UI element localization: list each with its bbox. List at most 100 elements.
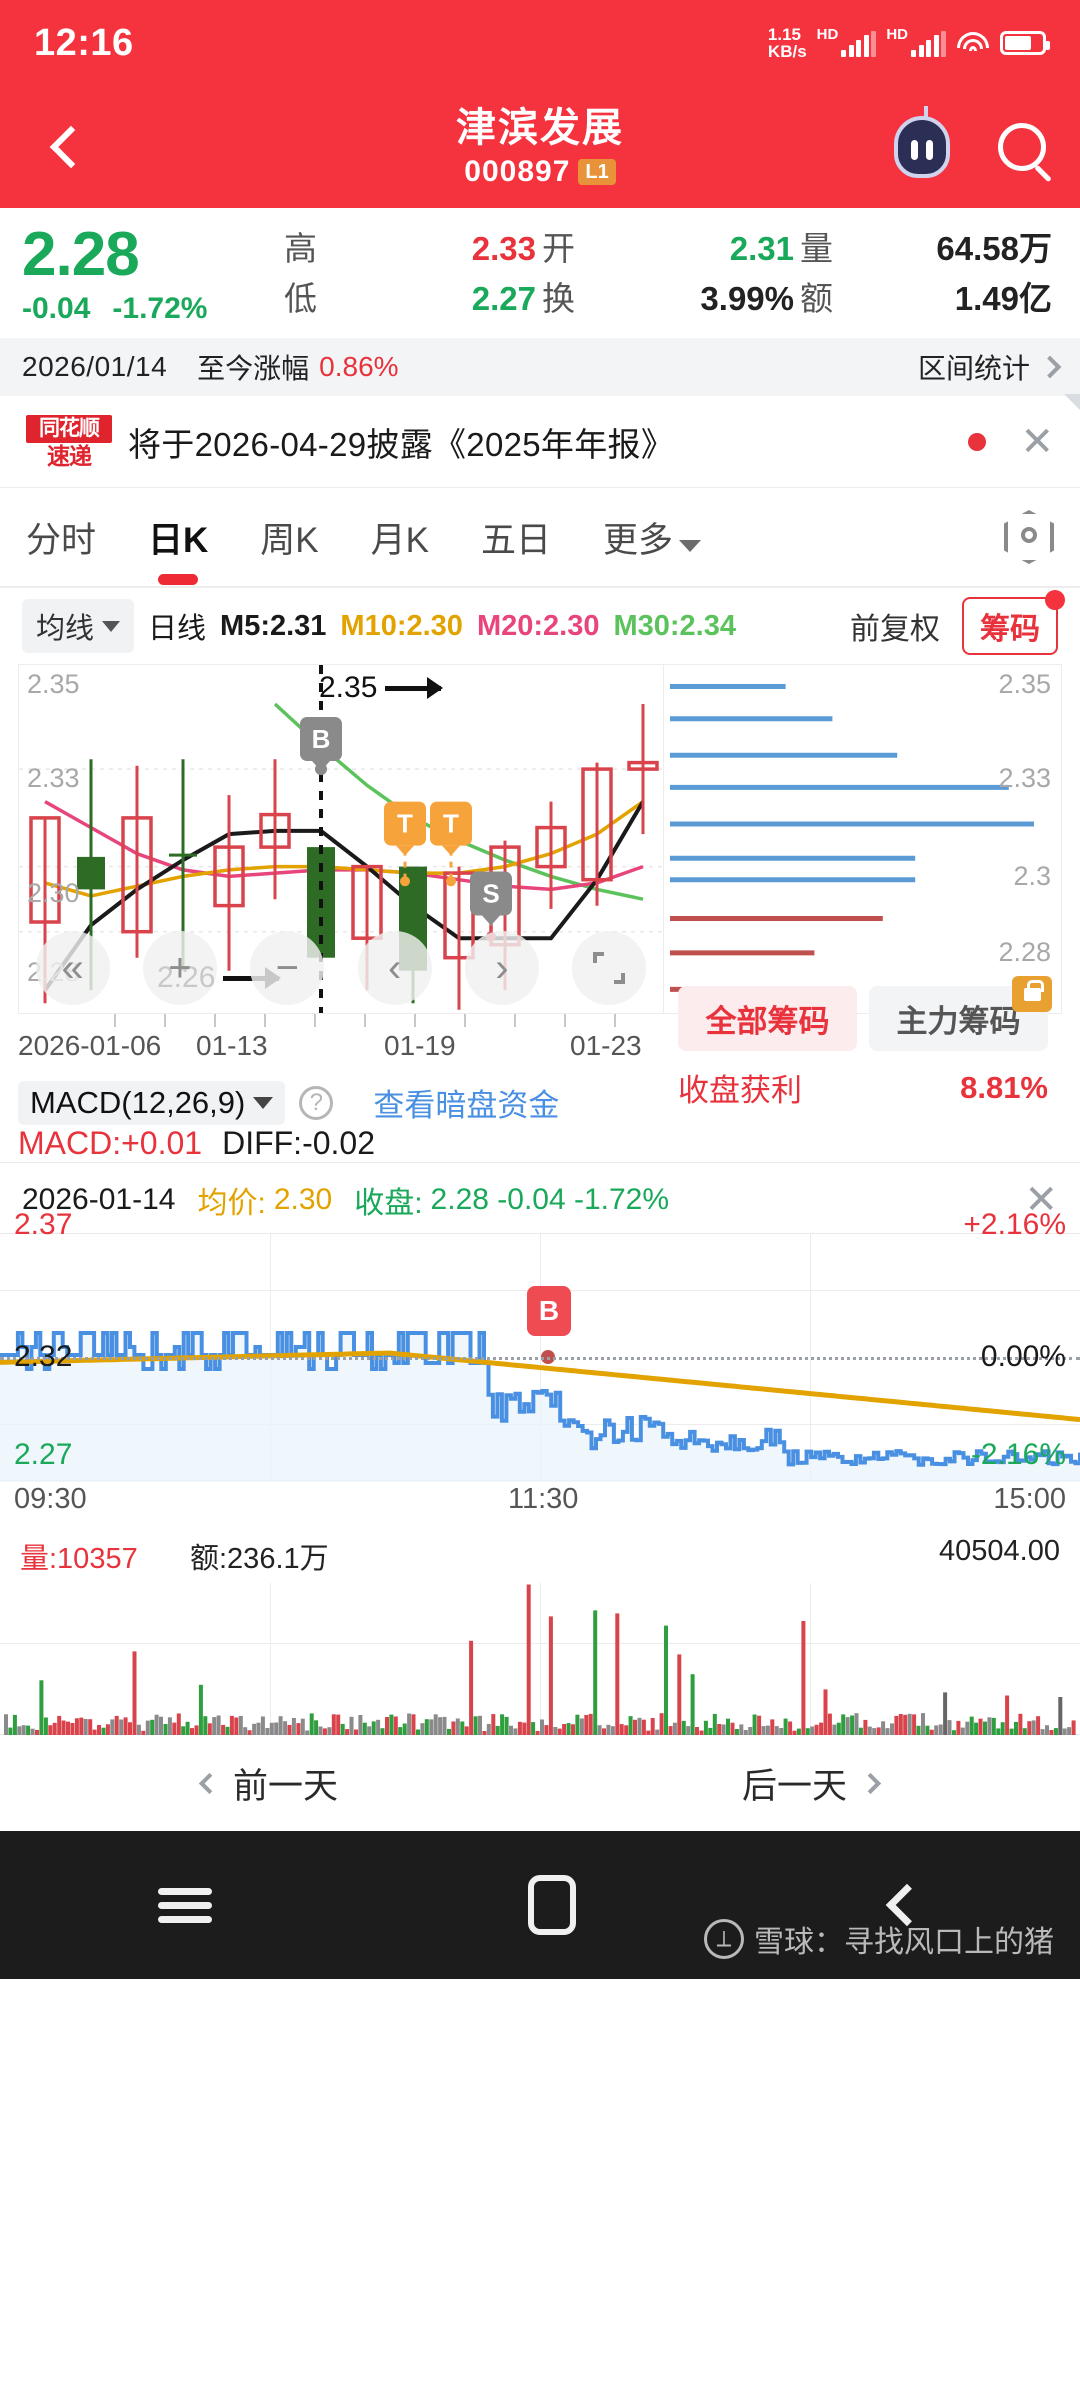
chart-settings-icon[interactable] (1004, 510, 1054, 564)
chart-zoom-out-button[interactable]: − (250, 931, 325, 1005)
quote-col-high-low: 高 2.33 低 2.27 (284, 222, 542, 322)
back-icon[interactable] (49, 125, 93, 169)
wifi-icon (956, 30, 990, 56)
network-speed: 1.15 KB/s (768, 26, 807, 60)
watermark: ⟂ 雪球：寻找风口上的猪 (704, 1917, 1054, 1961)
tab-daily-k-label: 日K (148, 520, 209, 560)
ma-m10: M10:2.30 (340, 609, 463, 642)
timeshare-close-value: 2.28 -0.04 -1.72% (430, 1183, 670, 1216)
k-date-axis-inner: 2026-01-06 01-13 01-19 01-23 (18, 1014, 664, 1072)
timeshare-close-label: 收盘: (354, 1187, 423, 1220)
chevron-down-icon (253, 1096, 274, 1109)
svg-text:S: S (482, 879, 499, 909)
ths-logo: 同花顺 速递 (26, 414, 112, 469)
volume-svg (4, 1584, 1076, 1735)
network-speed-value: 1.15 (767, 25, 802, 44)
recents-icon[interactable] (158, 1881, 212, 1930)
k-ylabel-1: 2.33 (27, 763, 80, 793)
price-top-callout: 2.35 (319, 671, 444, 705)
tab-fenshi[interactable]: 分时 (26, 512, 96, 563)
amount-value: 1.49亿 (954, 280, 1052, 317)
quote-main: 2.28 -0.04 -1.72% (22, 222, 284, 326)
range-stats-link[interactable]: 区间统计 (918, 347, 1062, 387)
tab-five-day[interactable]: 五日 (481, 512, 551, 563)
ma-m30: M30:2.34 (613, 609, 736, 642)
turnover-label: 换 (542, 280, 575, 317)
macd-value: MACD:+0.01 (18, 1125, 203, 1161)
arrow-right-icon (385, 676, 444, 699)
battery-icon (1000, 31, 1050, 55)
status-icons: 1.15 KB/s HD HD (768, 26, 1050, 60)
title-bar: 津滨发展 000897 L1 (0, 86, 1080, 208)
timeshare-mid-price: 2.32 (14, 1340, 73, 1373)
adjust-button[interactable]: 前复权 (850, 613, 940, 646)
chart-jump-start-button[interactable]: « (35, 931, 110, 1005)
range-label: 至今涨幅 (197, 353, 310, 384)
timeshare-chart[interactable]: 2.37 +2.16% 2.32 0.00% 2.27 -2.16% B (0, 1208, 1080, 1482)
chevron-right-icon (1038, 355, 1062, 379)
candlestick-chart[interactable]: B T T S 2.35 2.33 2.30 2.28 2.35 2.26 (18, 664, 664, 1014)
chip-ylabel-2: 2.3 (1013, 861, 1051, 891)
chip-tab-main-label: 主力筹码 (896, 1004, 1021, 1039)
prev-day-label: 前一天 (232, 1766, 338, 1806)
ths-logo-line2: 速递 (47, 442, 92, 469)
help-icon[interactable]: ? (299, 1085, 334, 1120)
volume-header: 量:10357 额:236.1万 40504.00 (0, 1531, 1080, 1583)
dark-pool-link[interactable]: 查看暗盘资金 (373, 1088, 560, 1123)
chip-distribution-chart[interactable]: 2.35 2.33 2.3 2.28 2.26 (664, 664, 1062, 1014)
chart-fullscreen-button[interactable] (572, 931, 647, 1005)
chevron-left-icon (198, 1772, 221, 1794)
price-change: -0.04 (22, 292, 91, 325)
timeshare-time-1: 11:30 (508, 1483, 579, 1515)
home-icon[interactable] (528, 1875, 576, 1935)
range-stats-bar[interactable]: 2026/01/14 至今涨幅 0.86% 区间统计 (0, 338, 1080, 410)
chart-prev-button[interactable]: ‹ (357, 931, 432, 1005)
k-ylabel-2: 2.30 (27, 878, 80, 908)
timeshare-zero-line (0, 1357, 1080, 1360)
next-day-button[interactable]: 后一天 (742, 1758, 882, 1809)
volume-chart[interactable] (0, 1583, 1080, 1735)
ma-selector[interactable]: 均线 (22, 599, 135, 653)
stock-code-row: 000897 L1 (464, 155, 616, 189)
timeshare-close-icon[interactable]: ✕ (1024, 1178, 1058, 1222)
title-actions (894, 106, 1046, 178)
volume-value-label: 量:10357 (20, 1543, 138, 1575)
lock-icon (1012, 976, 1052, 1012)
turnover-value: 3.99% (700, 280, 794, 317)
corner-triangle (1064, 394, 1080, 410)
prev-day-button[interactable]: 前一天 (198, 1758, 338, 1809)
quote-col-volume-amount: 量 64.58万 额 1.49亿 (800, 222, 1058, 322)
volume-value: 64.58万 (936, 230, 1052, 267)
chart-next-button[interactable]: › (464, 931, 539, 1005)
search-icon[interactable] (998, 123, 1046, 171)
chip-button[interactable]: 筹码 (962, 590, 1065, 655)
open-label: 开 (542, 230, 575, 267)
tab-weekly-k-label: 周K (260, 520, 319, 560)
range-date: 2026/01/14 (22, 351, 168, 382)
timeshare-avg-value: 2.30 (273, 1183, 333, 1216)
chip-svg (670, 684, 1034, 992)
timeshare-buy-marker: B (527, 1286, 571, 1336)
chevron-down-icon (679, 539, 702, 552)
volume-scale-label: 40504.00 (939, 1535, 1060, 1567)
tab-daily-k[interactable]: 日K (148, 512, 208, 563)
tab-more[interactable]: 更多 (603, 512, 702, 563)
chip-tab-all[interactable]: 全部筹码 (678, 986, 857, 1051)
chevron-down-icon (102, 620, 121, 632)
level-badge: L1 (578, 159, 616, 185)
price-change-pct: -1.72% (112, 292, 208, 325)
macd-indicator-selector[interactable]: MACD(12,26,9) (18, 1080, 286, 1125)
chip-tab-main[interactable]: 主力筹码 (869, 976, 1052, 1051)
chart-zoom-in-button[interactable]: + (142, 931, 217, 1005)
hd-label-2: HD (886, 26, 908, 43)
tab-monthly-k[interactable]: 月K (371, 512, 429, 563)
timeshare-date: 2026-01-14 (22, 1183, 176, 1216)
tab-weekly-k[interactable]: 周K (260, 512, 318, 563)
macd-values: MACD:+0.01 DIFF:-0.02 (0, 1125, 1080, 1162)
day-navigation: 前一天 后一天 (0, 1735, 1080, 1831)
announcement-banner[interactable]: 同花顺 速递 将于2026-04-29披露《2025年年报》 ✕ (0, 396, 1080, 488)
svg-text:T: T (443, 809, 459, 839)
timeshare-svg (0, 1331, 1080, 1482)
robot-assistant-icon[interactable] (894, 106, 950, 178)
close-icon[interactable]: ✕ (1020, 419, 1054, 464)
